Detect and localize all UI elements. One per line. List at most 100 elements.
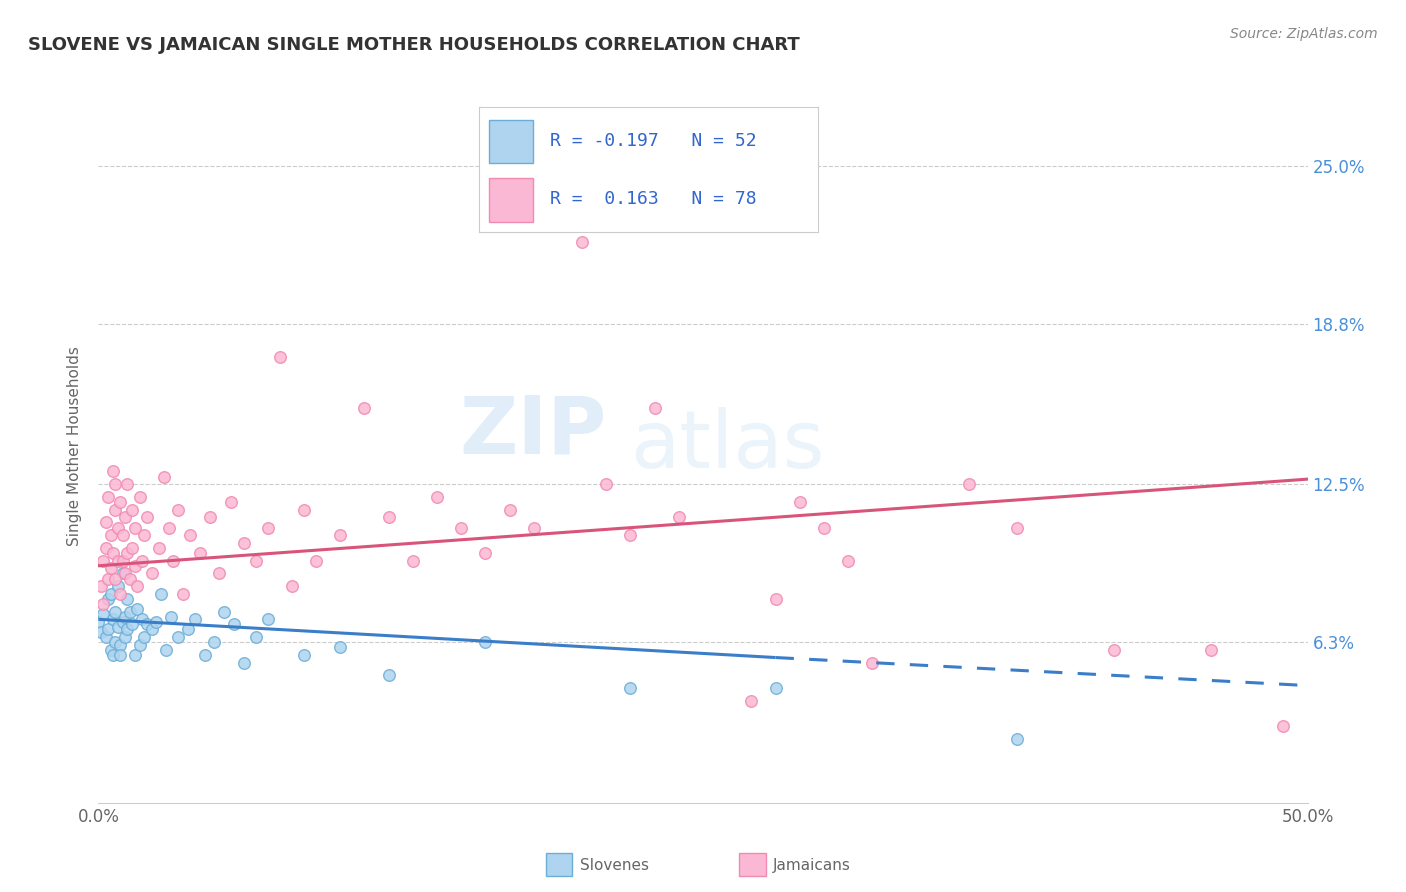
Point <box>305 554 328 568</box>
Point <box>111 554 134 568</box>
Point <box>523 520 546 534</box>
Point <box>94 541 117 555</box>
Point <box>104 502 127 516</box>
Point <box>177 623 200 637</box>
Text: Jamaicans: Jamaicans <box>773 858 851 873</box>
Point <box>789 495 811 509</box>
Point <box>329 528 352 542</box>
Point <box>668 510 690 524</box>
Point <box>124 648 146 662</box>
Text: atlas: atlas <box>630 407 825 485</box>
Point <box>118 572 141 586</box>
Point <box>353 401 375 415</box>
Point <box>619 681 641 695</box>
Point <box>222 617 245 632</box>
Point <box>91 597 114 611</box>
Point <box>118 605 141 619</box>
Point <box>114 566 136 581</box>
Point <box>1199 643 1222 657</box>
Point <box>117 591 139 606</box>
Point <box>155 643 177 657</box>
Point <box>101 465 124 479</box>
Point <box>100 528 122 542</box>
Point <box>1102 643 1125 657</box>
Point <box>124 558 146 573</box>
Point <box>179 528 201 542</box>
Point <box>124 520 146 534</box>
Point <box>121 502 143 516</box>
Point <box>131 612 153 626</box>
Point <box>114 510 136 524</box>
Point <box>426 490 449 504</box>
Point <box>292 648 315 662</box>
Point <box>1007 732 1029 747</box>
Point <box>402 554 425 568</box>
Point <box>107 554 129 568</box>
Point <box>104 477 127 491</box>
Point <box>245 554 267 568</box>
Point <box>108 648 131 662</box>
Text: ZIP: ZIP <box>458 392 606 471</box>
Point <box>114 630 136 644</box>
Point <box>117 477 139 491</box>
Point <box>107 579 129 593</box>
Point <box>150 587 173 601</box>
Point <box>128 490 150 504</box>
Point <box>188 546 211 560</box>
Point <box>141 623 163 637</box>
Point <box>172 587 194 601</box>
Point <box>194 648 217 662</box>
Point <box>498 502 520 516</box>
Point <box>167 502 190 516</box>
Point <box>117 623 139 637</box>
Point <box>127 602 149 616</box>
Point <box>269 350 291 364</box>
Point <box>135 510 157 524</box>
Point <box>108 638 131 652</box>
Point <box>245 630 267 644</box>
Point <box>813 520 835 534</box>
Y-axis label: Single Mother Households: Single Mother Households <box>67 346 83 546</box>
Point <box>104 572 127 586</box>
Point <box>107 620 129 634</box>
Point <box>108 495 131 509</box>
Point <box>100 587 122 601</box>
Point <box>377 510 399 524</box>
Point <box>90 625 112 640</box>
Point <box>108 587 131 601</box>
Point <box>131 554 153 568</box>
Point <box>157 520 180 534</box>
Point <box>281 579 304 593</box>
Point <box>212 605 235 619</box>
Point <box>91 554 114 568</box>
Point <box>111 615 134 629</box>
Point <box>101 546 124 560</box>
Text: Slovenes: Slovenes <box>579 858 648 873</box>
Point <box>90 579 112 593</box>
Point <box>121 617 143 632</box>
Point <box>97 591 120 606</box>
Point <box>644 401 666 415</box>
Point <box>87 615 110 629</box>
FancyBboxPatch shape <box>546 854 572 876</box>
Point <box>134 630 156 644</box>
Point <box>91 607 114 622</box>
Point <box>619 528 641 542</box>
Point <box>204 635 226 649</box>
Point <box>94 630 117 644</box>
Point <box>1272 719 1295 733</box>
Point <box>740 694 762 708</box>
Point <box>571 235 593 249</box>
Point <box>474 546 496 560</box>
Point <box>208 566 231 581</box>
Point <box>94 516 117 530</box>
Point <box>100 561 122 575</box>
Point <box>107 520 129 534</box>
Point <box>837 554 859 568</box>
Point <box>117 546 139 560</box>
Point <box>184 612 207 626</box>
Point <box>104 635 127 649</box>
Point <box>101 648 124 662</box>
Text: Source: ZipAtlas.com: Source: ZipAtlas.com <box>1230 27 1378 41</box>
Point <box>135 617 157 632</box>
